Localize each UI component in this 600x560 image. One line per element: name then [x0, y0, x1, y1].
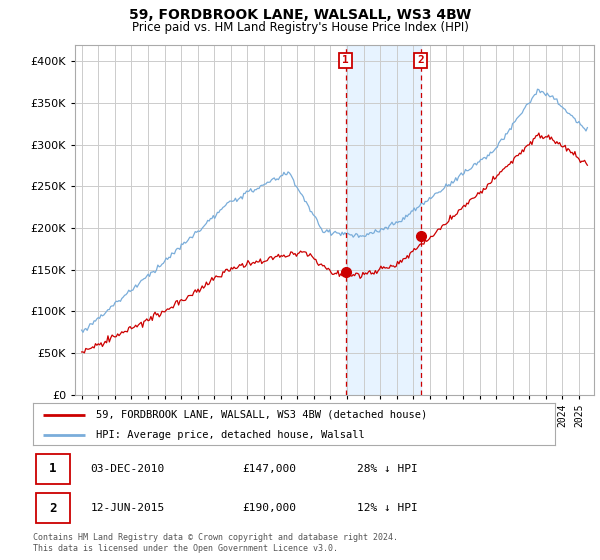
Text: 59, FORDBROOK LANE, WALSALL, WS3 4BW: 59, FORDBROOK LANE, WALSALL, WS3 4BW	[129, 8, 471, 22]
Text: Contains HM Land Registry data © Crown copyright and database right 2024.
This d: Contains HM Land Registry data © Crown c…	[33, 533, 398, 553]
FancyBboxPatch shape	[35, 493, 70, 523]
Text: 03-DEC-2010: 03-DEC-2010	[91, 464, 164, 474]
Text: 1: 1	[49, 463, 56, 475]
Text: 59, FORDBROOK LANE, WALSALL, WS3 4BW (detached house): 59, FORDBROOK LANE, WALSALL, WS3 4BW (de…	[95, 410, 427, 420]
Text: 12% ↓ HPI: 12% ↓ HPI	[356, 503, 418, 513]
Text: 12-JUN-2015: 12-JUN-2015	[91, 503, 164, 513]
Text: £147,000: £147,000	[242, 464, 296, 474]
Text: 1: 1	[342, 55, 349, 66]
Text: 2: 2	[417, 55, 424, 66]
Bar	[346, 45, 421, 395]
Text: £190,000: £190,000	[242, 503, 296, 513]
Text: Price paid vs. HM Land Registry's House Price Index (HPI): Price paid vs. HM Land Registry's House …	[131, 21, 469, 34]
Text: 28% ↓ HPI: 28% ↓ HPI	[356, 464, 418, 474]
Text: 2: 2	[49, 502, 56, 515]
Text: HPI: Average price, detached house, Walsall: HPI: Average price, detached house, Wals…	[95, 430, 364, 440]
FancyBboxPatch shape	[35, 454, 70, 484]
